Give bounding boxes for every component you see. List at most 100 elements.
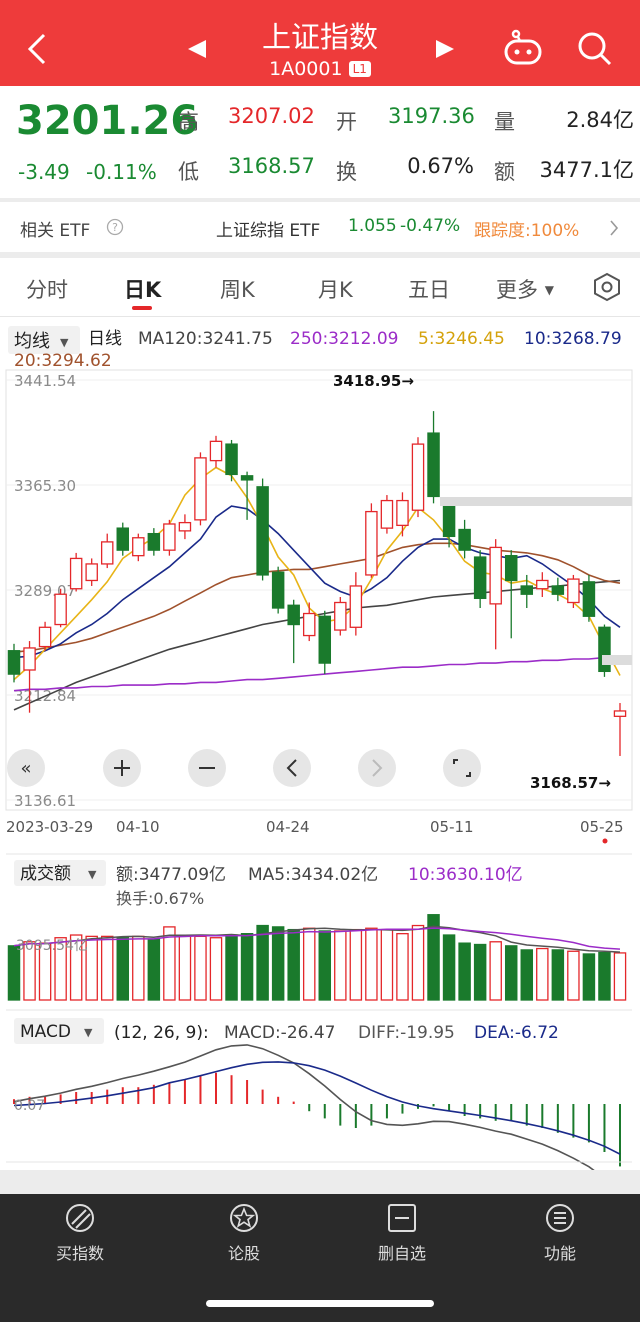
candle-body: [567, 578, 580, 604]
tab-more[interactable]: 更多 ▼: [496, 274, 554, 304]
home-indicator: [206, 1300, 434, 1307]
nav-discuss[interactable]: 论股: [164, 1194, 324, 1294]
ma-selector-caret-icon: ▼: [60, 336, 69, 349]
x-tick-3: 05-11: [430, 818, 474, 836]
current-price: 3201.26: [16, 98, 199, 144]
candle: [225, 439, 238, 482]
candle: [380, 495, 394, 534]
nav-functions-label: 功能: [543, 1244, 576, 1263]
candle: [411, 437, 425, 518]
macd-selector[interactable]: MACD: [20, 1022, 71, 1042]
community-icon[interactable]: [502, 28, 544, 68]
tab-weekly-k[interactable]: 周K: [220, 278, 255, 302]
quote-panel: 3201.26 -3.49 -0.11% 高 3207.02 开 3197.36…: [0, 86, 640, 198]
candle: [209, 435, 223, 468]
candle: [318, 610, 332, 675]
low-marker: 3168.57→: [530, 774, 611, 792]
nav-functions[interactable]: 功能: [480, 1194, 640, 1294]
resistance-band: [440, 497, 632, 506]
active-tab-indicator: [132, 306, 152, 310]
expand-icon: [453, 759, 458, 764]
candle: [147, 528, 161, 556]
scroll-left-button[interactable]: [273, 749, 311, 787]
scroll-right-button[interactable]: [358, 749, 396, 787]
candle-body: [23, 647, 36, 671]
etf-name: 上证综指 ETF: [216, 221, 321, 241]
tab-intraday[interactable]: 分时: [26, 278, 68, 302]
nav-buy-index[interactable]: 买指数: [0, 1194, 160, 1294]
candle-body: [380, 499, 394, 529]
chart-controls: «: [7, 749, 481, 787]
volume-bar: [520, 949, 534, 1001]
volume-bar: [256, 924, 269, 1001]
ma5-line: [13, 466, 621, 681]
volume-bar: [582, 953, 596, 1001]
page-title: 上证指数: [261, 20, 378, 54]
volume-selector-bg[interactable]: [14, 860, 106, 886]
candle-body: [209, 440, 223, 462]
kline-x-axis: 2023-03-29 04-10 04-24 05-11 05-25: [6, 818, 624, 844]
candle: [7, 643, 21, 683]
ma20-line: [13, 542, 621, 653]
candle-body: [7, 650, 21, 675]
candle-body: [163, 523, 176, 551]
tab-divider: [0, 316, 640, 317]
nav-buy-index-label: 买指数: [55, 1244, 104, 1263]
double-chevron-left-icon: «: [20, 758, 31, 779]
volume-value: 2.84亿: [566, 108, 634, 132]
zoom-out-button[interactable]: [188, 749, 226, 787]
tab-monthly-k[interactable]: 月K: [318, 278, 353, 302]
ma-selector-bg[interactable]: [8, 326, 80, 354]
volume-bar: [396, 933, 409, 1001]
remove-watchlist-icon: [388, 1204, 416, 1232]
candle-body: [473, 556, 487, 600]
volume-bar: [147, 938, 161, 1001]
zoom-collapse-button[interactable]: «: [7, 749, 45, 787]
volume-bar: [7, 945, 21, 1001]
zoom-in-button[interactable]: [103, 749, 141, 787]
volume-bar: [225, 934, 238, 1001]
candle: [256, 478, 269, 581]
volume-ma10: 10:3630.10亿: [408, 865, 523, 885]
chevron-right-icon[interactable]: [608, 218, 620, 238]
svg-text:?: ?: [112, 221, 118, 234]
candle-body: [194, 457, 207, 521]
candle: [504, 550, 518, 639]
volume-bars: [7, 914, 627, 1001]
nav-remove-watchlist[interactable]: 删自选: [322, 1194, 482, 1294]
candle: [100, 533, 114, 569]
candle-body: [349, 585, 363, 628]
related-etf-row[interactable]: 相关 ETF ? 上证综指 ETF 1.055 -0.47% 跟踪度:100%: [0, 202, 640, 252]
candle-body: [225, 443, 238, 476]
candle-body: [334, 601, 347, 631]
app-header: 上证指数 1A0001 L1: [0, 0, 640, 86]
candle: [132, 533, 145, 562]
tab-daily-k[interactable]: 日K: [124, 278, 162, 302]
prev-index-icon[interactable]: [186, 38, 208, 60]
volume-bar: [427, 914, 440, 1001]
search-icon[interactable]: [576, 30, 614, 68]
candle-body: [85, 563, 98, 582]
candle-body: [147, 532, 161, 551]
candle: [54, 588, 67, 628]
candle-body: [287, 604, 300, 626]
candle: [427, 411, 440, 504]
candle-body: [489, 546, 502, 605]
volume-selector[interactable]: 成交额: [20, 864, 71, 884]
open-label: 开: [336, 110, 357, 134]
candle: [613, 703, 627, 756]
back-icon[interactable]: [26, 32, 50, 66]
help-icon[interactable]: ?: [106, 218, 124, 236]
price-change: -3.49: [18, 160, 70, 184]
settings-icon[interactable]: [592, 272, 622, 302]
macd-selector-bg[interactable]: [14, 1018, 104, 1044]
candle: [69, 552, 83, 592]
index-code-text: 1A0001: [269, 58, 343, 80]
fullscreen-button[interactable]: [443, 749, 481, 787]
tab-five-day[interactable]: 五日: [408, 278, 450, 302]
ma-selector[interactable]: 均线: [14, 331, 50, 352]
volume-amount: 额:3477.09亿: [116, 865, 226, 885]
candle-body: [132, 537, 145, 557]
candle: [23, 641, 36, 713]
next-index-icon[interactable]: [434, 38, 456, 60]
